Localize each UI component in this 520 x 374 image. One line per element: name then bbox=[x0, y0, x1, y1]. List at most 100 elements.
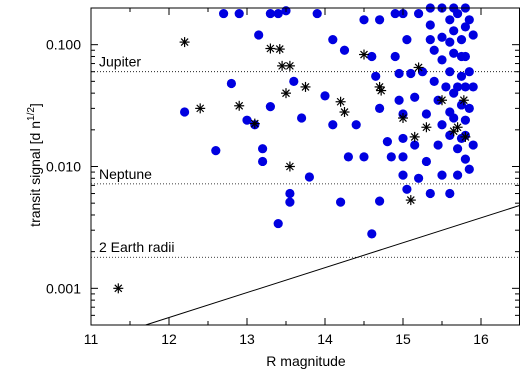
circle-point bbox=[460, 82, 470, 92]
star-point bbox=[413, 62, 424, 73]
y-tick-label: 0.010 bbox=[46, 159, 81, 175]
circle-point bbox=[375, 196, 385, 206]
star-point bbox=[195, 103, 206, 114]
star-point bbox=[265, 43, 276, 54]
circle-point bbox=[406, 68, 416, 79]
star-point bbox=[281, 88, 291, 99]
star-point bbox=[179, 37, 190, 48]
circle-point bbox=[359, 152, 369, 162]
circle-point bbox=[367, 51, 377, 62]
circle-point bbox=[414, 173, 424, 183]
y-axis-title-end: ] bbox=[27, 103, 43, 107]
circle-point bbox=[394, 68, 404, 79]
circle-point bbox=[437, 55, 447, 65]
circle-point bbox=[219, 8, 229, 19]
circle-point bbox=[464, 15, 474, 25]
star-point bbox=[300, 81, 311, 92]
x-tick-label: 15 bbox=[395, 331, 411, 347]
circle-point bbox=[468, 82, 478, 92]
circle-point bbox=[456, 71, 467, 81]
x-tick-label: 12 bbox=[161, 331, 177, 347]
circle-point bbox=[390, 8, 400, 19]
circle-point bbox=[367, 229, 377, 239]
circle-point bbox=[289, 76, 299, 86]
circle-point bbox=[425, 188, 435, 199]
star-point bbox=[284, 60, 295, 71]
x-axis-title: R magnitude bbox=[266, 353, 346, 369]
circle-point bbox=[437, 120, 447, 130]
circle-point bbox=[464, 164, 474, 174]
circle-point bbox=[265, 8, 275, 19]
circle-point bbox=[421, 156, 431, 167]
circle-point bbox=[425, 35, 435, 45]
star-point bbox=[284, 161, 295, 172]
circle-point bbox=[297, 113, 307, 123]
circle-point bbox=[421, 109, 431, 119]
star-point bbox=[458, 95, 469, 106]
reference-line-label: Neptune bbox=[99, 166, 152, 182]
circle-point bbox=[273, 218, 283, 229]
reference-line-label: Jupiter bbox=[99, 54, 141, 70]
star-point bbox=[452, 122, 463, 133]
star-point bbox=[376, 85, 387, 96]
y-axis-title: transit signal [d n1/2] bbox=[26, 103, 43, 227]
circle-point bbox=[429, 76, 439, 86]
circle-point bbox=[359, 15, 369, 25]
circle-point bbox=[398, 170, 408, 180]
circle-point bbox=[433, 140, 443, 150]
reference-line-label: 2 Earth radii bbox=[99, 239, 174, 255]
x-tick-label: 13 bbox=[239, 331, 255, 347]
circle-point bbox=[258, 156, 268, 167]
star-point bbox=[335, 96, 346, 107]
circle-point bbox=[254, 30, 264, 40]
y-axis-title-main: transit signal [d n bbox=[27, 121, 43, 227]
circle-point bbox=[285, 188, 295, 199]
circle-point bbox=[394, 95, 404, 105]
circle-point bbox=[468, 30, 478, 40]
star-point bbox=[460, 131, 471, 142]
x-tick-label: 14 bbox=[317, 331, 333, 347]
circle-point bbox=[449, 48, 459, 58]
circle-point bbox=[336, 197, 346, 207]
circle-point bbox=[273, 8, 283, 19]
circle-point bbox=[464, 67, 474, 77]
circle-point bbox=[351, 120, 361, 130]
circle-point bbox=[320, 91, 330, 101]
data-points bbox=[113, 3, 478, 294]
circle-point bbox=[453, 82, 463, 92]
circle-point bbox=[371, 71, 381, 81]
circle-point bbox=[343, 152, 353, 162]
circle-point bbox=[460, 115, 470, 125]
star-point bbox=[437, 95, 447, 106]
circle-point bbox=[410, 140, 420, 150]
circle-point bbox=[460, 154, 470, 164]
circle-point bbox=[328, 120, 338, 130]
star-point bbox=[405, 195, 416, 206]
circle-point bbox=[453, 8, 463, 19]
circle-point bbox=[386, 152, 396, 162]
star-point bbox=[113, 283, 124, 294]
circle-point bbox=[180, 107, 190, 117]
circle-point bbox=[445, 37, 455, 47]
circle-point bbox=[449, 26, 459, 36]
circle-point bbox=[402, 184, 412, 194]
threshold-line-group bbox=[145, 204, 520, 326]
y-tick-label: 0.100 bbox=[46, 37, 81, 53]
circle-point bbox=[382, 137, 392, 147]
circle-point bbox=[441, 82, 451, 92]
star-point bbox=[234, 100, 245, 111]
circle-point bbox=[211, 146, 221, 156]
circle-point bbox=[449, 113, 459, 123]
circle-point bbox=[285, 197, 295, 207]
circle-point bbox=[425, 20, 435, 30]
circle-point bbox=[410, 92, 420, 102]
circle-point bbox=[402, 35, 412, 45]
circle-point bbox=[445, 188, 455, 199]
circle-point bbox=[456, 51, 467, 62]
circle-point bbox=[464, 103, 474, 113]
circle-point bbox=[429, 45, 439, 55]
circle-point bbox=[312, 8, 322, 19]
star-point bbox=[339, 107, 350, 118]
circle-point bbox=[468, 140, 478, 150]
